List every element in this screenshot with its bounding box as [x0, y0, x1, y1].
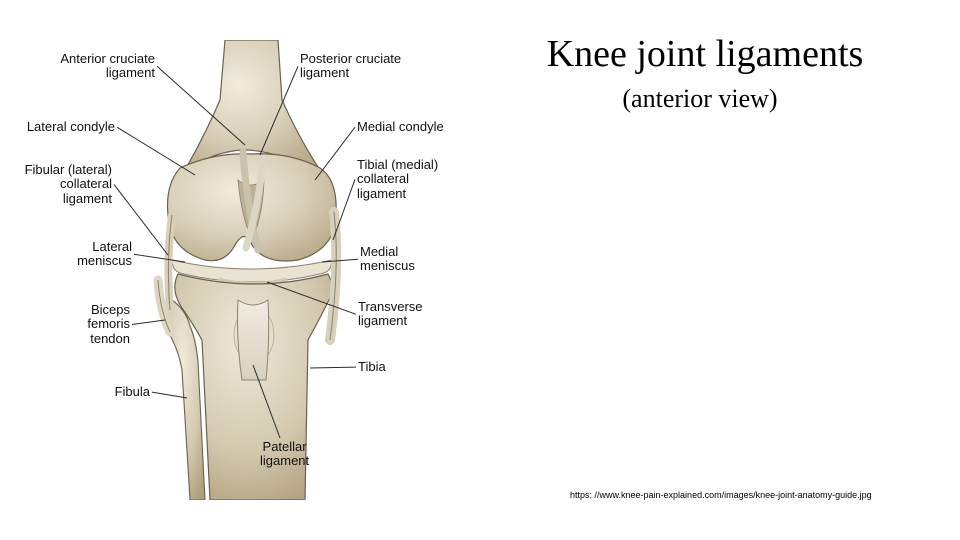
page-subtitle: (anterior view) [540, 84, 860, 114]
label-fibula: Fibula [20, 385, 150, 399]
label-lateral-condyle: Lateral condyle [20, 120, 115, 134]
label-lateral-meniscus: Lateral meniscus [20, 240, 132, 269]
label-medial-meniscus: Medial meniscus [360, 245, 415, 274]
leader-medial-condyle [315, 127, 355, 180]
leader-lateral-condyle [117, 127, 195, 175]
leader-biceps-femoris-tendon [132, 320, 165, 324]
leader-lateral-meniscus [134, 254, 185, 262]
patellar-lig [238, 300, 269, 380]
knee-diagram: Anterior cruciate ligament Lateral condyl… [20, 40, 460, 500]
image-source-caption: https: //www.knee-pain-explained.com/ima… [570, 490, 872, 500]
label-medial-condyle: Medial condyle [357, 120, 444, 134]
leader-fibula [152, 392, 187, 398]
label-anterior-cruciate-ligament: Anterior cruciate ligament [20, 52, 155, 81]
label-fibular-collateral-ligament: Fibular (lateral) collateral ligament [20, 163, 112, 206]
label-transverse-ligament: Transverse ligament [358, 300, 423, 329]
label-tibia: Tibia [358, 360, 386, 374]
label-posterior-cruciate-ligament: Posterior cruciate ligament [300, 52, 401, 81]
label-patellar-ligament: Patellar ligament [260, 440, 309, 469]
label-biceps-femoris-tendon: Biceps femoris tendon [20, 303, 130, 346]
label-tibial-collateral-ligament: Tibial (medial) collateral ligament [357, 158, 438, 201]
page-title: Knee joint ligaments [470, 34, 940, 76]
leader-tibia [310, 367, 356, 368]
